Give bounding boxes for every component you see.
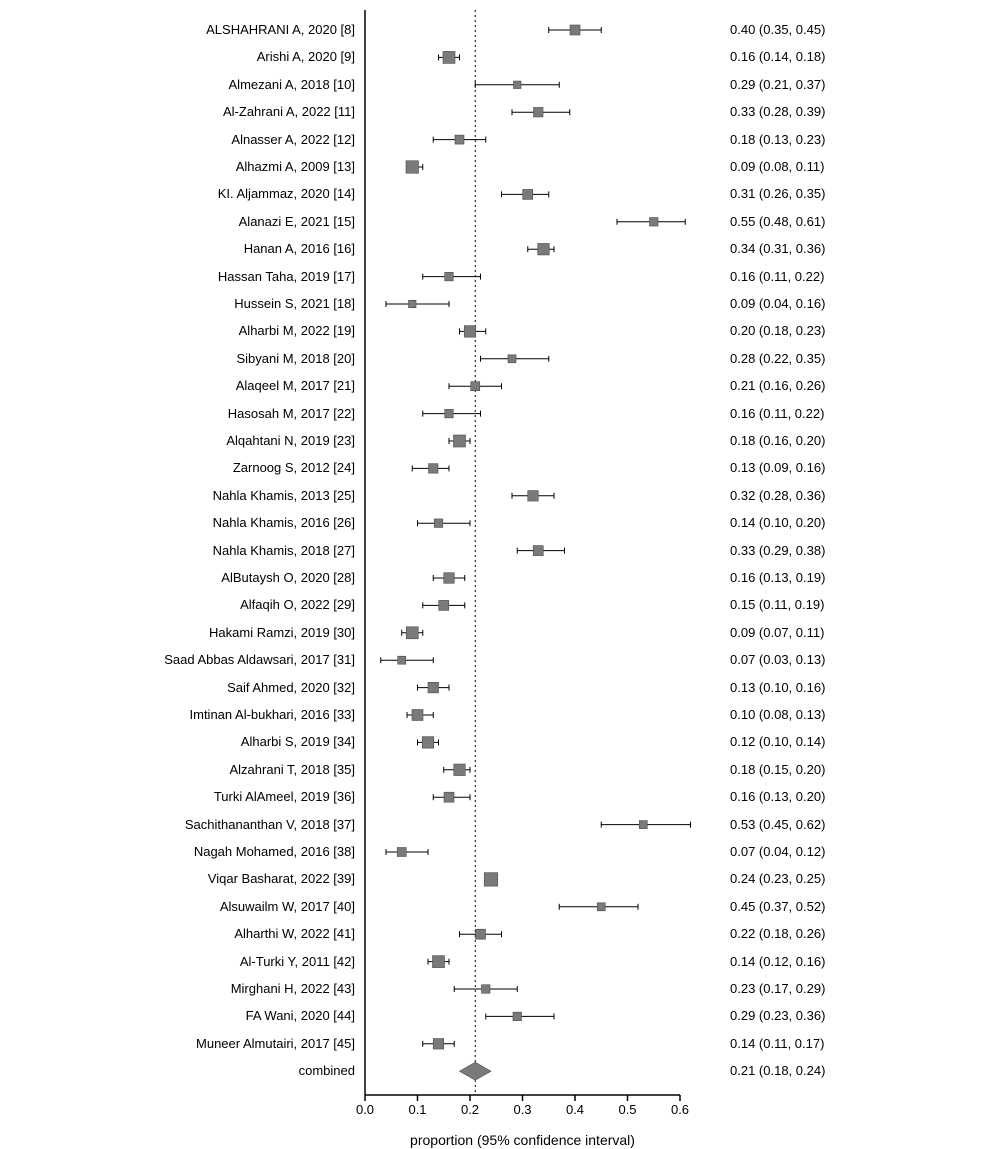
combined-effect-label: 0.21 (0.18, 0.24) <box>730 1063 825 1078</box>
effect-size-label: 0.22 (0.18, 0.26) <box>730 926 825 941</box>
study-label: Sachithananthan V, 2018 [37] <box>185 817 355 832</box>
effect-size-label: 0.33 (0.28, 0.39) <box>730 104 825 119</box>
study-label: Nahla Khamis, 2018 [27] <box>213 543 355 558</box>
effect-size-label: 0.53 (0.45, 0.62) <box>730 817 825 832</box>
effect-size-label: 0.13 (0.09, 0.16) <box>730 460 825 475</box>
effect-size-label: 0.20 (0.18, 0.23) <box>730 323 825 338</box>
effect-size-label: 0.40 (0.35, 0.45) <box>730 22 825 37</box>
effect-size-label: 0.14 (0.11, 0.17) <box>730 1036 824 1051</box>
effect-size-label: 0.16 (0.14, 0.18) <box>730 49 825 64</box>
study-label: Alzahrani T, 2018 [35] <box>229 762 355 777</box>
forest-plot-svg <box>0 0 986 1144</box>
effect-size-label: 0.32 (0.28, 0.36) <box>730 488 825 503</box>
study-label: Viqar Basharat, 2022 [39] <box>208 871 355 886</box>
study-label: ALSHAHRANI A, 2020 [8] <box>206 22 355 37</box>
study-label: Alharthi W, 2022 [41] <box>234 926 355 941</box>
study-label: Alharbi M, 2022 [19] <box>239 323 355 338</box>
effect-size-label: 0.10 (0.08, 0.13) <box>730 707 825 722</box>
study-label: AlButaysh O, 2020 [28] <box>221 570 355 585</box>
study-label: Hussein S, 2021 [18] <box>234 296 355 311</box>
effect-size-label: 0.09 (0.04, 0.16) <box>730 296 825 311</box>
study-label: Hassan Taha, 2019 [17] <box>218 269 355 284</box>
effect-size-label: 0.31 (0.26, 0.35) <box>730 186 825 201</box>
effect-size-label: 0.18 (0.16, 0.20) <box>730 433 825 448</box>
effect-size-label: 0.07 (0.04, 0.12) <box>730 844 825 859</box>
effect-size-label: 0.18 (0.13, 0.23) <box>730 132 825 147</box>
study-label: Turki AlAmeel, 2019 [36] <box>214 789 355 804</box>
xaxis-tick-label: 0.5 <box>618 1102 636 1117</box>
effect-size-label: 0.16 (0.11, 0.22) <box>730 406 824 421</box>
effect-size-label: 0.09 (0.08, 0.11) <box>730 159 824 174</box>
effect-size-label: 0.16 (0.11, 0.22) <box>730 269 824 284</box>
effect-size-label: 0.14 (0.12, 0.16) <box>730 954 825 969</box>
study-label: Alfaqih O, 2022 [29] <box>240 597 355 612</box>
study-label: Mirghani H, 2022 [43] <box>231 981 355 996</box>
study-label: Almezani A, 2018 [10] <box>229 77 355 92</box>
xaxis-tick-label: 0.4 <box>566 1102 584 1117</box>
effect-size-label: 0.33 (0.29, 0.38) <box>730 543 825 558</box>
xaxis-tick-label: 0.6 <box>671 1102 689 1117</box>
effect-size-label: 0.16 (0.13, 0.20) <box>730 789 825 804</box>
effect-size-label: 0.34 (0.31, 0.36) <box>730 241 825 256</box>
study-label: Sibyani M, 2018 [20] <box>236 351 355 366</box>
effect-size-label: 0.23 (0.17, 0.29) <box>730 981 825 996</box>
study-label: Alaqeel M, 2017 [21] <box>236 378 355 393</box>
effect-size-label: 0.28 (0.22, 0.35) <box>730 351 825 366</box>
study-label: Alsuwailm W, 2017 [40] <box>220 899 355 914</box>
effect-size-label: 0.14 (0.10, 0.20) <box>730 515 825 530</box>
study-label: FA Wani, 2020 [44] <box>246 1008 355 1023</box>
study-label: Alnasser A, 2022 [12] <box>231 132 355 147</box>
xaxis-tick-label: 0.3 <box>513 1102 531 1117</box>
xaxis-tick-label: 0.0 <box>356 1102 374 1117</box>
study-label: Muneer Almutairi, 2017 [45] <box>196 1036 355 1051</box>
effect-size-label: 0.29 (0.23, 0.36) <box>730 1008 825 1023</box>
study-label: KI. Aljammaz, 2020 [14] <box>218 186 355 201</box>
effect-size-label: 0.15 (0.11, 0.19) <box>730 597 824 612</box>
study-label: Alanazi E, 2021 [15] <box>239 214 355 229</box>
effect-size-label: 0.13 (0.10, 0.16) <box>730 680 825 695</box>
study-label: Zarnoog S, 2012 [24] <box>233 460 355 475</box>
study-label: Al-Turki Y, 2011 [42] <box>240 954 355 969</box>
forest-plot-container: 0.0 0.1 0.2 0.3 0.4 0.5 0.6 ALSHAHRANI A, 2020 … <box>0 0 986 1144</box>
study-label: Alharbi S, 2019 [34] <box>241 734 355 749</box>
effect-size-label: 0.09 (0.07, 0.11) <box>730 625 824 640</box>
effect-size-label: 0.07 (0.03, 0.13) <box>730 652 825 667</box>
study-label: Saif Ahmed, 2020 [32] <box>227 680 355 695</box>
study-label: Saad Abbas Aldawsari, 2017 [31] <box>164 652 355 667</box>
study-label: Nahla Khamis, 2013 [25] <box>213 488 355 503</box>
effect-size-label: 0.45 (0.37, 0.52) <box>730 899 825 914</box>
xaxis-tick-label: 0.2 <box>461 1102 479 1117</box>
effect-size-label: 0.24 (0.23, 0.25) <box>730 871 825 886</box>
study-label: Alqahtani N, 2019 [23] <box>226 433 355 448</box>
combined-label: combined <box>299 1063 355 1078</box>
effect-size-label: 0.29 (0.21, 0.37) <box>730 77 825 92</box>
study-label: Nahla Khamis, 2016 [26] <box>213 515 355 530</box>
study-label: Nagah Mohamed, 2016 [38] <box>194 844 355 859</box>
effect-size-label: 0.55 (0.48, 0.61) <box>730 214 825 229</box>
effect-size-label: 0.18 (0.15, 0.20) <box>730 762 825 777</box>
study-label: Hakami Ramzi, 2019 [30] <box>209 625 355 640</box>
study-label: Hasosah M, 2017 [22] <box>228 406 355 421</box>
study-label: Al-Zahrani A, 2022 [11] <box>223 104 355 119</box>
xaxis-label: proportion (95% confidence interval) <box>410 1132 635 1148</box>
effect-size-label: 0.16 (0.13, 0.19) <box>730 570 825 585</box>
study-label: Arishi A, 2020 [9] <box>257 49 355 64</box>
study-label: Alhazmi A, 2009 [13] <box>236 159 355 174</box>
effect-size-label: 0.21 (0.16, 0.26) <box>730 378 825 393</box>
study-label: Hanan A, 2016 [16] <box>244 241 355 256</box>
effect-size-label: 0.12 (0.10, 0.14) <box>730 734 825 749</box>
study-label: Imtinan Al-bukhari, 2016 [33] <box>190 707 356 722</box>
xaxis-tick-label: 0.1 <box>408 1102 426 1117</box>
